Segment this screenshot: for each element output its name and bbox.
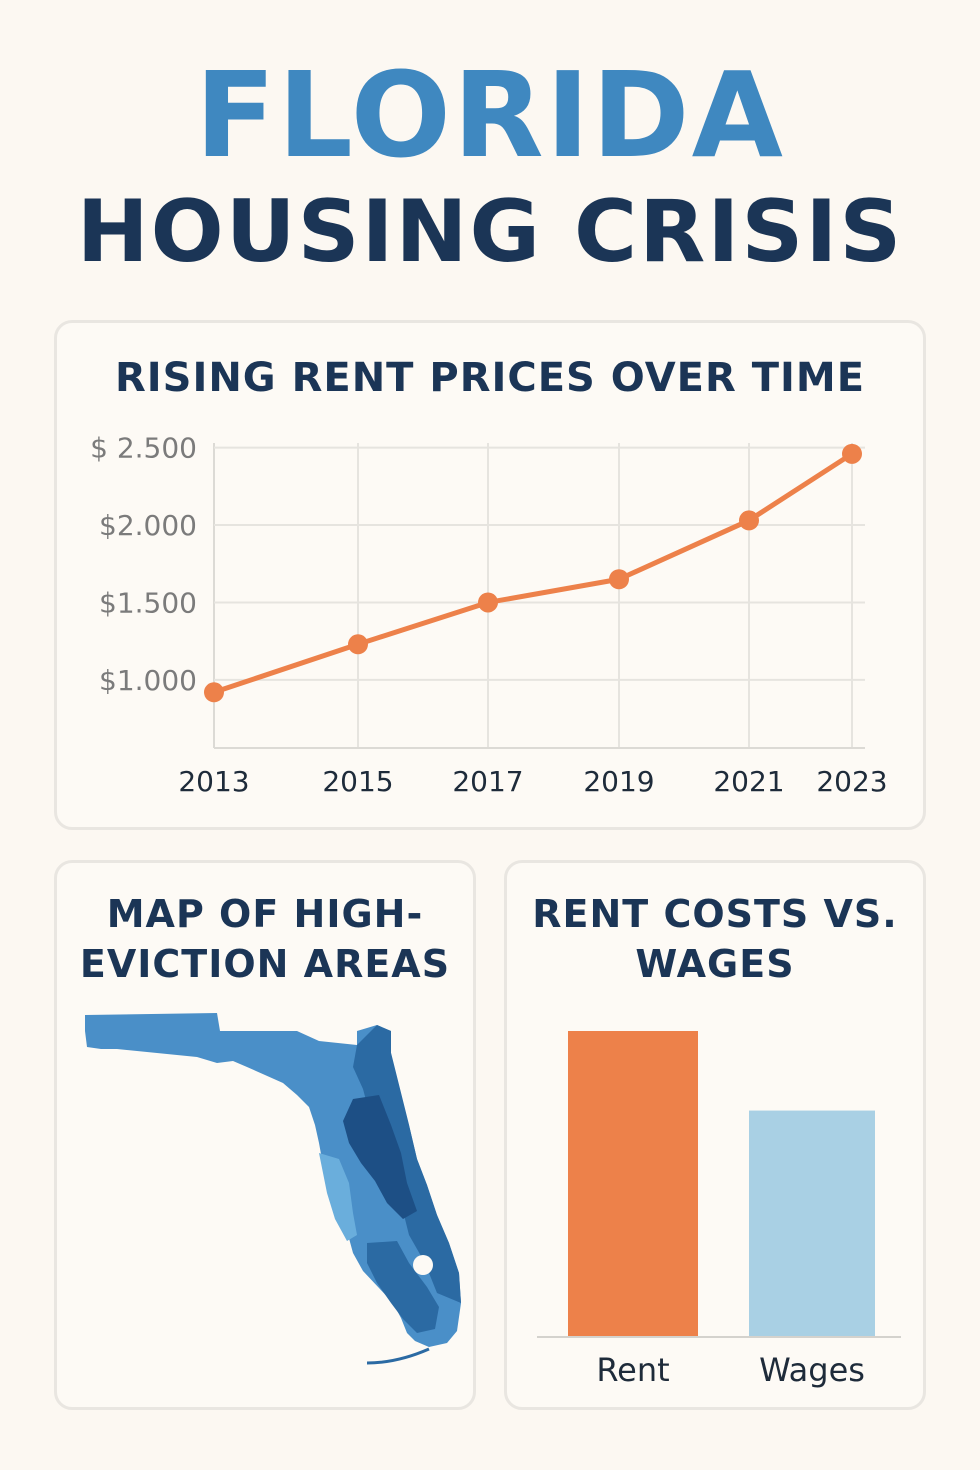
y-tick-label: $ 2.500 (90, 432, 197, 465)
bar-rent (568, 1031, 698, 1337)
eviction-map-card: MAP OF HIGH-EVICTION AREAS (54, 860, 476, 1410)
rent-data-point (478, 592, 498, 613)
central-region (343, 1095, 417, 1219)
florida-map-icon (85, 1013, 461, 1365)
page-title-florida: FLORIDA (195, 46, 785, 184)
x-tick-label: 2013 (178, 765, 249, 798)
rent-line-chart-card: RISING RENT PRICES OVER TIME $ 2.500 $2.0… (54, 320, 926, 830)
rent-data-point (739, 510, 759, 531)
bar-label-rent: Rent (596, 1351, 669, 1389)
y-tick-label: $2.000 (99, 509, 197, 542)
bar-chart-title: RENT COSTS VS. WAGES (532, 892, 898, 986)
x-tick-label: 2021 (713, 765, 784, 798)
east-coast-region (353, 1025, 461, 1303)
bar-label-wages: Wages (759, 1351, 865, 1389)
rent-line-chart: $ 2.500 $2.000 $1.500 $1.000 2013 2015 2017 201… (90, 432, 888, 798)
rent-series-line (213, 451, 854, 695)
florida-keys (366, 1347, 430, 1365)
rent-vs-wages-bar-chart: Rent Wages (537, 1031, 901, 1389)
lake-okeechobee (413, 1255, 433, 1275)
x-tick-label: 2015 (322, 765, 393, 798)
y-tick-label: $1.000 (99, 664, 197, 697)
rent-vs-wages-card: RENT COSTS VS. WAGES Rent Wages (504, 860, 926, 1410)
rent-data-point (842, 443, 862, 464)
page-title-housing-crisis: HOUSING CRISIS (76, 182, 904, 282)
rent-data-point (609, 569, 629, 590)
rent-data-point (204, 682, 224, 703)
gulf-coast-region (319, 1153, 357, 1241)
line-chart-title: RISING RENT PRICES OVER TIME (114, 355, 866, 401)
x-tick-label: 2017 (452, 765, 523, 798)
rent-data-point (348, 634, 368, 655)
bar-wages (749, 1110, 875, 1337)
x-tick-label: 2019 (583, 765, 654, 798)
y-tick-label: $1.500 (99, 586, 197, 619)
x-tick-label: 2023 (816, 765, 887, 798)
map-title: MAP OF HIGH-EVICTION AREAS (79, 892, 451, 986)
south-region (367, 1241, 439, 1333)
